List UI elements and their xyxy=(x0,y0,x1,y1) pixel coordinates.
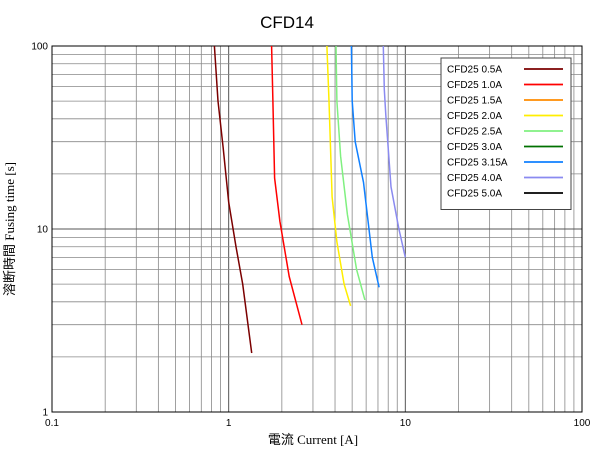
y-tick-label: 1 xyxy=(42,408,48,419)
series-line-7 xyxy=(382,45,407,258)
legend-label: CFD25 5.0A xyxy=(447,189,502,200)
legend-label: CFD25 1.0A xyxy=(447,80,502,91)
legend: CFD25 0.5A CFD25 1.0A CFD25 1.5A CFD25 2.0A… xyxy=(440,57,572,210)
legend-label: CFD25 3.0A xyxy=(447,142,502,153)
legend-label: CFD25 0.5A xyxy=(447,65,502,76)
y-tick-label: 10 xyxy=(37,225,49,236)
legend-label: CFD25 3.15A xyxy=(447,158,508,169)
y-axis-label: 溶断時間 Fusing time [s] xyxy=(2,162,17,296)
legend-box xyxy=(440,57,572,210)
series-line-4 xyxy=(335,45,366,301)
x-tick-label: 10 xyxy=(400,418,412,429)
legend-label: CFD25 4.0A xyxy=(447,173,502,184)
series-line-0 xyxy=(213,45,253,354)
series-line-1 xyxy=(270,45,303,325)
series-layer xyxy=(213,45,407,354)
x-axis-label: 電流 Current [A] xyxy=(268,432,358,447)
legend-label: CFD25 2.5A xyxy=(447,127,502,138)
x-tick-label: 1 xyxy=(226,418,232,429)
plot-frame xyxy=(51,45,583,413)
y-tick-label: 100 xyxy=(31,42,48,53)
legend-label: CFD25 2.0A xyxy=(447,111,502,122)
chart-title: CFD14 xyxy=(260,13,314,32)
series-line-6 xyxy=(350,45,380,288)
x-tick-label: 100 xyxy=(574,418,591,429)
x-tick-label: 0.1 xyxy=(45,418,59,429)
legend-label: CFD25 1.5A xyxy=(447,96,502,107)
series-line-3 xyxy=(326,45,352,307)
